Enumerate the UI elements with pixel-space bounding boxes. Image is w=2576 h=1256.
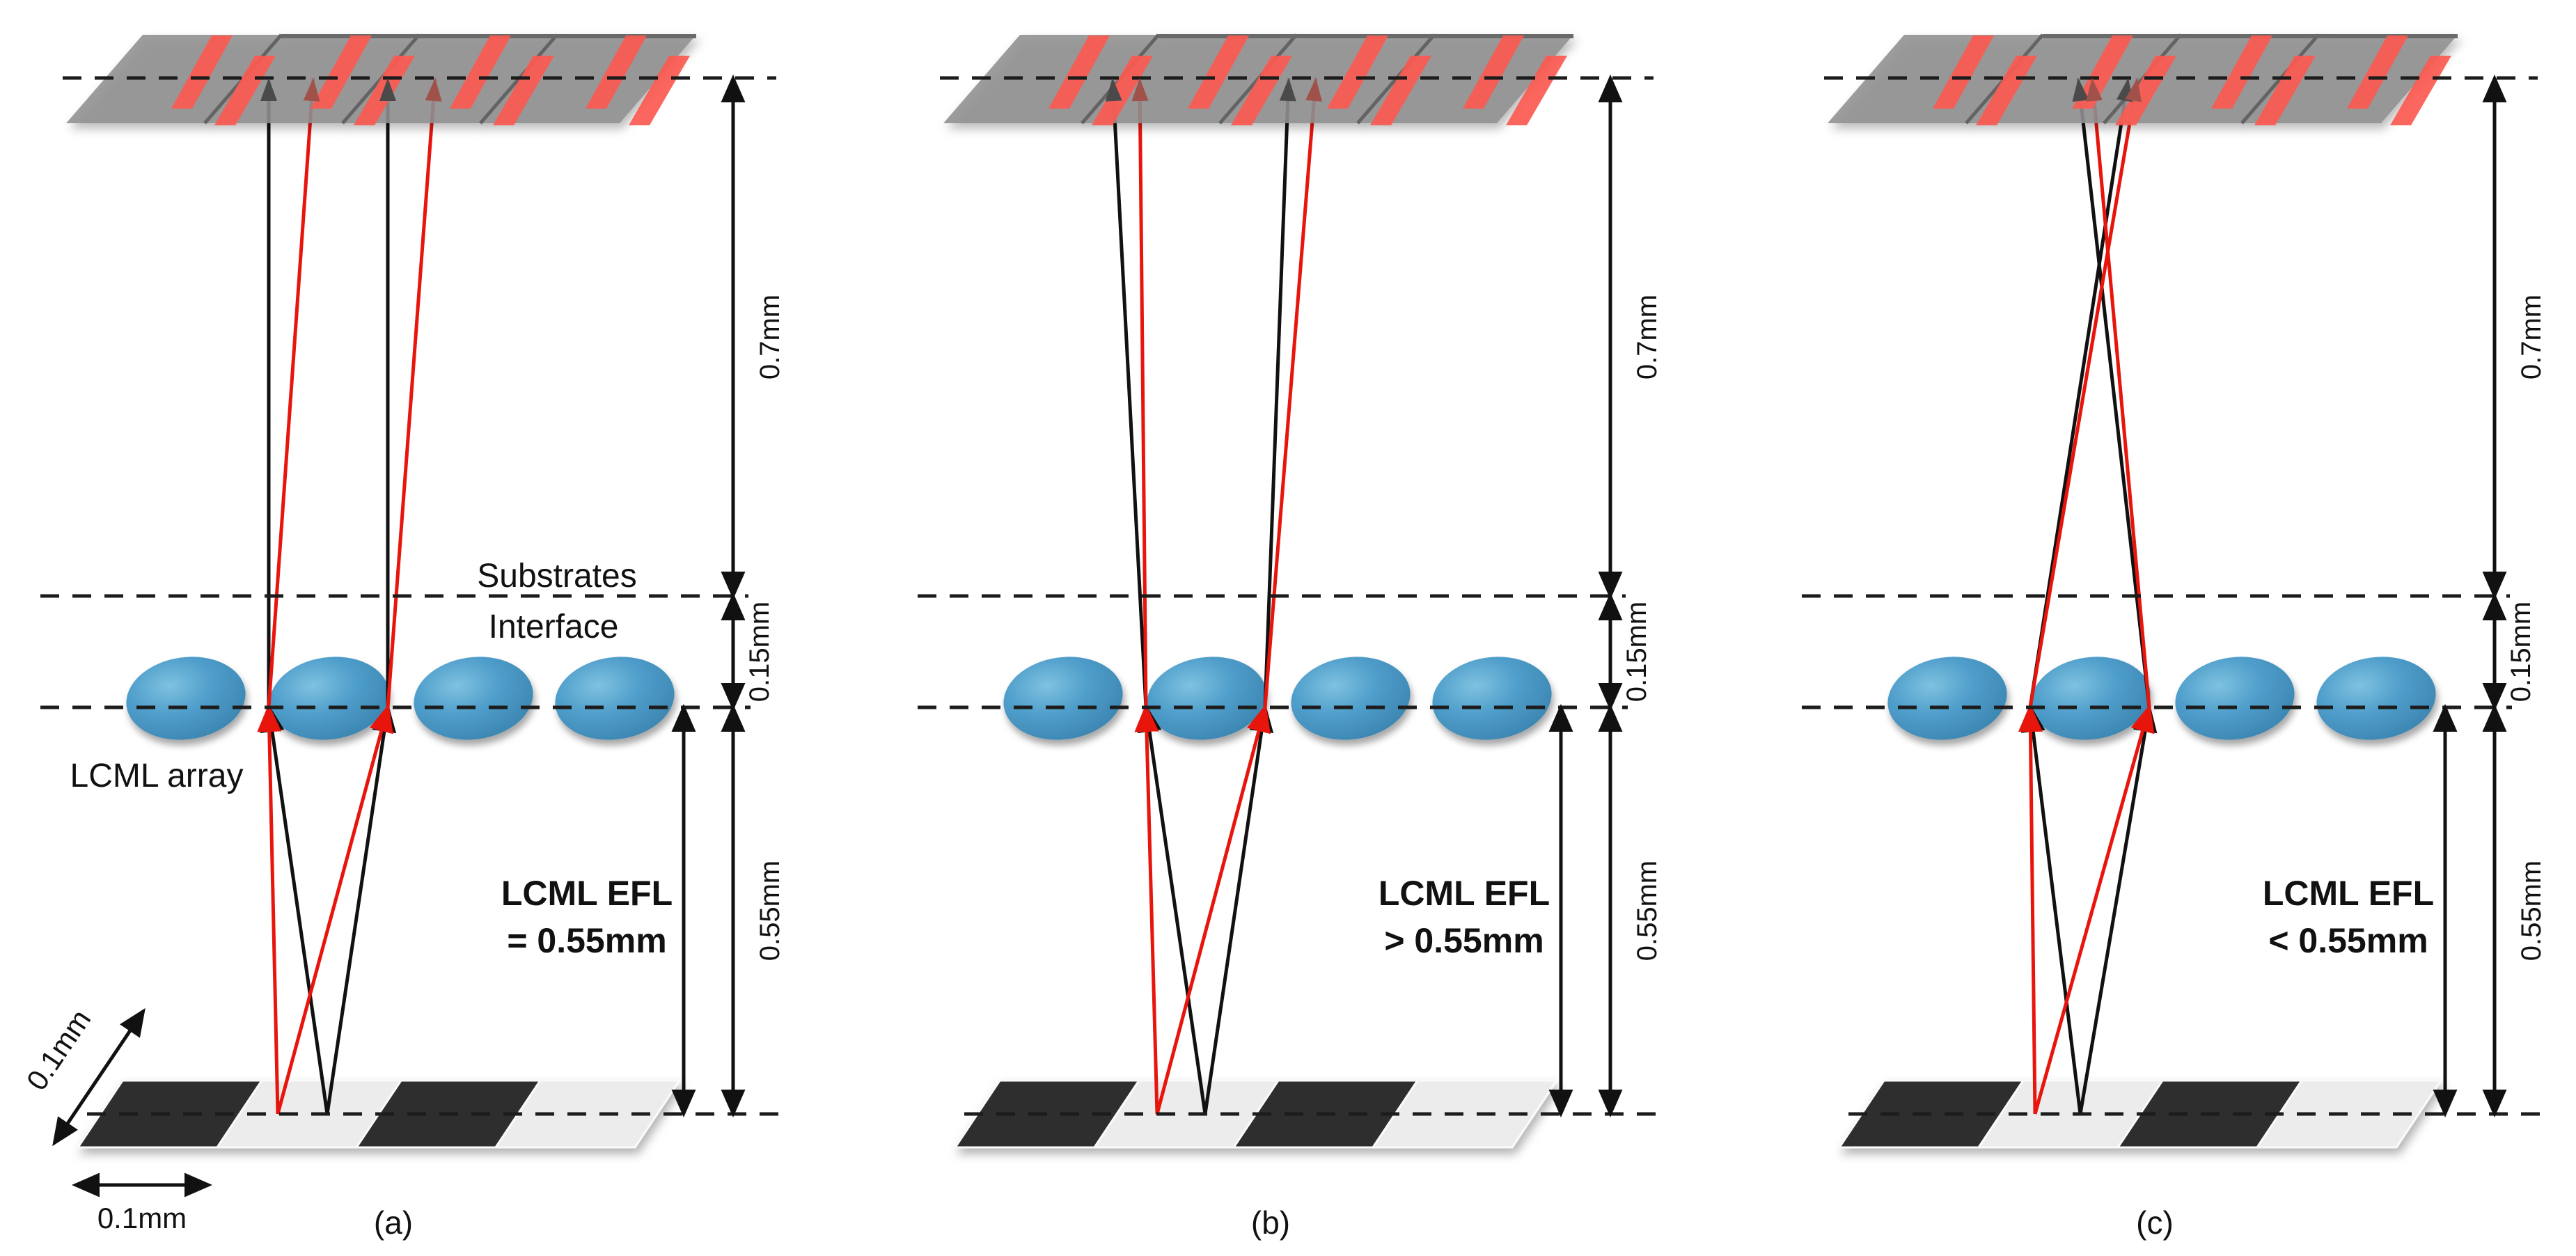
panel-c-rays-lower bbox=[2018, 704, 2158, 1115]
panel-b-rays-upper bbox=[1110, 77, 1318, 708]
ray-red bbox=[257, 704, 282, 1115]
ray-black bbox=[2078, 704, 2158, 1115]
substrates-label: Substrates bbox=[477, 558, 636, 595]
ray-black bbox=[2076, 77, 2151, 708]
panel-c-rays-upper bbox=[2028, 77, 2151, 708]
ray-black bbox=[325, 704, 397, 1115]
arrowhead-black-muted bbox=[379, 78, 396, 101]
arrowhead-black-muted bbox=[2072, 78, 2089, 102]
ray-black bbox=[1203, 704, 1274, 1115]
ray-red bbox=[267, 77, 315, 708]
dim-label-0_15mm: 0.15mm bbox=[2506, 602, 2536, 702]
panel-b-image-arrowheads bbox=[1105, 78, 1323, 102]
dim-label-0_15mm: 0.15mm bbox=[1621, 602, 1652, 702]
ray-red bbox=[2028, 77, 2139, 708]
panel-a-image-arrowheads bbox=[260, 78, 442, 102]
panel-b: LCML EFL > 0.55mm 0.7mm 0.15mm 0.55mm (b… bbox=[918, 35, 1663, 1241]
pixel-depth-label: 0.1mm bbox=[20, 1004, 97, 1097]
arrowhead-black-muted bbox=[1279, 78, 1296, 102]
pixel-depth-arrow bbox=[52, 1007, 146, 1147]
ray-black bbox=[260, 704, 329, 1115]
efl-label-line1: LCML EFL bbox=[501, 874, 673, 913]
panel-b-rays-lower bbox=[1134, 704, 1274, 1115]
interface-label: Interface bbox=[489, 609, 619, 645]
ray-red bbox=[1138, 77, 1148, 708]
arrowhead-red-muted bbox=[2125, 78, 2142, 102]
ray-black bbox=[1110, 77, 1148, 708]
arrowhead-red-muted bbox=[425, 78, 442, 102]
panel-caption-a: (a) bbox=[374, 1204, 413, 1241]
arrowhead-black-muted bbox=[1105, 78, 1122, 102]
panel-caption-b: (b) bbox=[1251, 1204, 1290, 1241]
dim-label-0_55mm: 0.55mm bbox=[755, 861, 785, 961]
pixel-width-label: 0.1mm bbox=[97, 1202, 187, 1234]
panel-c: LCML EFL < 0.55mm 0.7mm 0.15mm 0.55mm (c… bbox=[1802, 35, 2547, 1241]
arrowhead-red-muted bbox=[303, 78, 320, 102]
ray-red bbox=[2090, 77, 2151, 708]
ray-red bbox=[2018, 704, 2043, 1115]
arrowhead-red-muted bbox=[1131, 78, 1149, 102]
panel-a-rays-lower bbox=[257, 704, 397, 1115]
arrowhead-red-muted bbox=[1305, 78, 1323, 102]
panel-caption-c: (c) bbox=[2136, 1204, 2174, 1241]
dim-label-0_7mm: 0.7mm bbox=[755, 295, 785, 379]
efl-label-line2: < 0.55mm bbox=[2268, 921, 2428, 960]
ray-black bbox=[1263, 77, 1291, 708]
efl-label-line2: = 0.55mm bbox=[507, 921, 666, 960]
panel-c-image-arrowheads bbox=[2072, 78, 2142, 102]
arrowhead-red-muted bbox=[2085, 78, 2103, 102]
dim-label-0_7mm: 0.7mm bbox=[1632, 295, 1663, 379]
efl-label-line1: LCML EFL bbox=[1379, 874, 1550, 913]
ray-red bbox=[386, 77, 437, 708]
dim-label-0_55mm: 0.55mm bbox=[2516, 861, 2547, 961]
dim-label-0_55mm: 0.55mm bbox=[1632, 861, 1663, 961]
ray-red bbox=[1155, 704, 1271, 1115]
efl-label-line2: > 0.55mm bbox=[1384, 921, 1544, 960]
panel-a: Substrates Interface LCML array LCML EFL… bbox=[20, 35, 785, 1241]
ray-black bbox=[1137, 704, 1207, 1115]
arrowhead-black-muted bbox=[260, 78, 277, 101]
lcml-array-label: LCML array bbox=[70, 757, 244, 794]
ray-black bbox=[2020, 704, 2082, 1115]
ray-red bbox=[2033, 704, 2155, 1115]
efl-label-line1: LCML EFL bbox=[2263, 874, 2434, 913]
panel-a-rays-upper bbox=[267, 77, 437, 708]
ray-red bbox=[276, 704, 393, 1115]
dim-label-0_7mm: 0.7mm bbox=[2516, 295, 2547, 379]
ray-red bbox=[1134, 704, 1159, 1115]
ray-red bbox=[1263, 77, 1318, 708]
dim-label-0_15mm: 0.15mm bbox=[744, 602, 775, 702]
